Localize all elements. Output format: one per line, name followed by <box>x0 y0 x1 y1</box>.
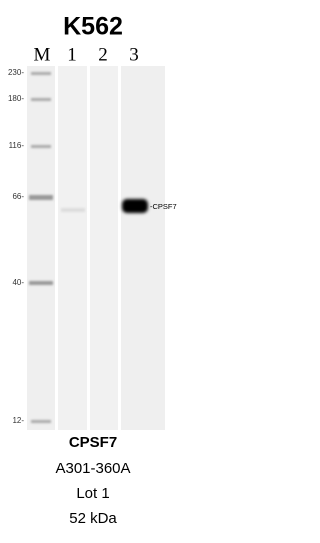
marker-label: 40- <box>12 278 24 287</box>
caption-mw: 52 kDa <box>69 510 117 527</box>
lane <box>90 66 118 430</box>
ladder-band <box>29 281 53 285</box>
ladder-band <box>29 195 53 200</box>
ladder <box>29 72 53 423</box>
lane <box>121 66 165 430</box>
marker-label: 66- <box>12 192 24 201</box>
blot-figure: K562 M 1 2 3 230- 180- 116- 66- 40- 12- … <box>8 13 177 527</box>
band <box>122 199 148 213</box>
lane-label: 3 <box>129 44 139 65</box>
caption-antigen: CPSF7 <box>69 434 117 451</box>
ladder-band <box>31 98 51 101</box>
lane-label: 2 <box>98 44 108 65</box>
ladder-band <box>31 72 51 75</box>
marker-label: 12- <box>12 416 24 425</box>
marker-label: 180- <box>8 94 24 103</box>
lane <box>58 66 87 430</box>
marker-label: 230- <box>8 68 24 77</box>
ladder-band <box>31 420 51 423</box>
caption-lot: Lot 1 <box>76 485 109 502</box>
ladder-band <box>31 145 51 148</box>
lane-label: 1 <box>67 44 77 65</box>
caption-catalog: A301-360A <box>55 460 130 477</box>
lane-label: M <box>34 44 51 65</box>
lane <box>27 66 55 430</box>
faint-band <box>61 208 85 212</box>
band-label: -CPSF7 <box>150 202 177 211</box>
title: K562 <box>63 13 123 41</box>
marker-label: 116- <box>9 141 25 150</box>
